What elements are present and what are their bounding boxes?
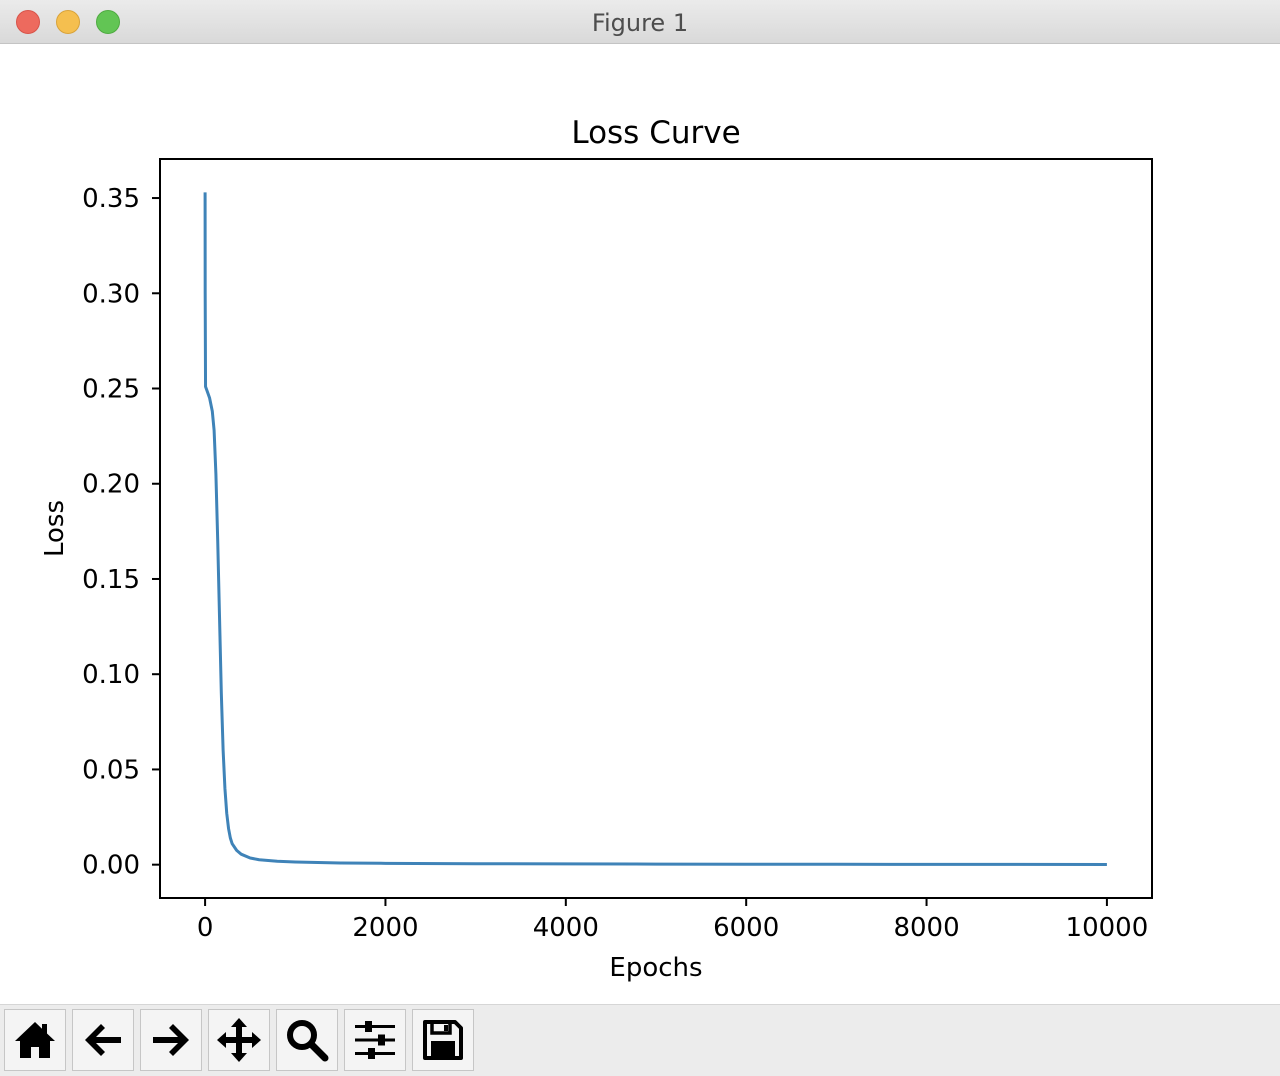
- plot-area: [160, 159, 1152, 898]
- y-tick-label: 0.25: [82, 375, 140, 405]
- x-tick-label: 8000: [893, 913, 959, 943]
- maximize-window-button[interactable]: [96, 10, 120, 34]
- x-tick-label: 10000: [1066, 913, 1149, 943]
- x-tick-label: 6000: [713, 913, 779, 943]
- y-tick-label: 0.05: [82, 755, 140, 785]
- y-axis-label: Loss: [40, 500, 70, 557]
- y-tick-label: 0.10: [82, 660, 140, 690]
- loss-series-line: [203, 192, 1107, 866]
- y-tick-label: 0.15: [82, 565, 140, 595]
- y-tick-label: 0.20: [82, 470, 140, 500]
- save-button[interactable]: [412, 1009, 474, 1071]
- floppy-disk-icon: [423, 1020, 463, 1060]
- home-icon: [15, 1022, 55, 1058]
- forward-button[interactable]: [140, 1009, 202, 1071]
- move-icon: [217, 1018, 261, 1062]
- configure-subplots-button[interactable]: [344, 1009, 406, 1071]
- sliders-icon: [355, 1021, 395, 1059]
- y-tick-label: 0.35: [82, 184, 140, 214]
- y-tick-label: 0.00: [82, 851, 140, 881]
- window-titlebar: Figure 1: [0, 0, 1280, 44]
- axes-frame: [159, 158, 1153, 899]
- figure-canvas: 0 2000 4000 6000 8000 10000 0.00 0.05 0.10 0.15 0.…: [40, 115, 1153, 983]
- chart-title: Loss Curve: [571, 115, 740, 151]
- magnifier-icon: [287, 1020, 329, 1062]
- zoom-button[interactable]: [276, 1009, 338, 1071]
- navigation-toolbar: [0, 1004, 1280, 1076]
- arrow-right-icon: [153, 1024, 189, 1056]
- minimize-window-button[interactable]: [56, 10, 80, 34]
- x-axis-label: Epochs: [609, 953, 702, 983]
- x-tick-label: 2000: [352, 913, 418, 943]
- home-button[interactable]: [4, 1009, 66, 1071]
- back-button[interactable]: [72, 1009, 134, 1071]
- x-tick-label: 0: [197, 913, 214, 943]
- y-tick-label: 0.30: [82, 279, 140, 309]
- window-title: Figure 1: [591, 9, 689, 37]
- x-tick-label: 4000: [533, 913, 599, 943]
- close-window-button[interactable]: [16, 10, 40, 34]
- arrow-left-icon: [85, 1024, 121, 1056]
- pan-button[interactable]: [208, 1009, 270, 1071]
